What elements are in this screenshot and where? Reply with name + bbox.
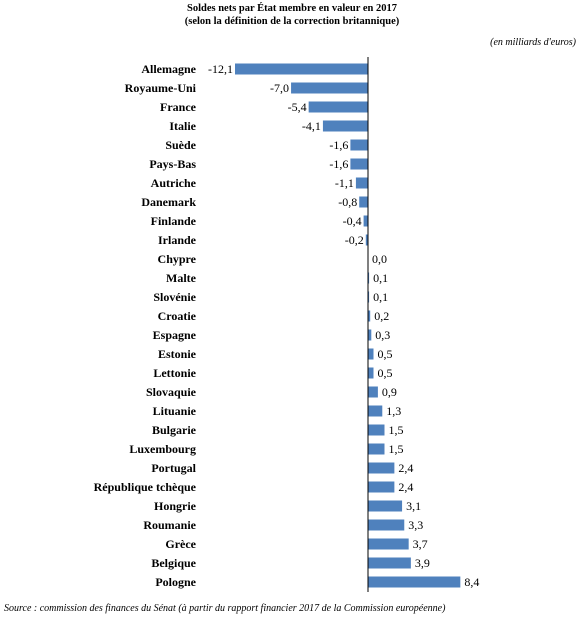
bar-3: [322, 120, 368, 132]
bar-21: [368, 462, 395, 474]
value-label: 1,5: [388, 423, 403, 437]
source-note: Source : commission des finances du Séna…: [4, 603, 446, 614]
category-label: Slovaquie: [146, 385, 197, 399]
value-label: 0,5: [378, 366, 393, 380]
category-label: Lituanie: [153, 404, 197, 418]
value-label: -12,1: [208, 62, 233, 76]
bar-16: [368, 367, 374, 379]
bar-4: [350, 139, 368, 151]
value-label: -5,4: [288, 100, 307, 114]
value-label: 3,1: [406, 499, 421, 513]
value-label: 0,3: [375, 328, 390, 342]
category-label: Danemark: [141, 195, 196, 209]
category-label: Bulgarie: [152, 423, 197, 437]
value-label: 0,1: [373, 290, 388, 304]
value-label: 3,7: [413, 537, 428, 551]
bar-6: [355, 177, 368, 189]
bar-17: [368, 386, 378, 398]
chart-subtitle: (selon la définition de la correction br…: [184, 16, 400, 27]
bar-23: [368, 500, 403, 512]
category-label: Chypre: [158, 252, 197, 266]
category-label: Lettonie: [153, 366, 196, 380]
category-label: Espagne: [153, 328, 197, 342]
bar-26: [368, 557, 411, 569]
category-label: Belgique: [151, 556, 196, 570]
value-label: -1,6: [329, 138, 348, 152]
value-label: 1,3: [386, 404, 401, 418]
category-label: Irlande: [158, 233, 197, 247]
category-label: Portugal: [151, 461, 196, 475]
value-label: 8,4: [464, 575, 479, 589]
category-label: Croatie: [158, 309, 197, 323]
category-label: France: [160, 100, 197, 114]
value-label: 2,4: [398, 461, 413, 475]
category-label: Slovénie: [153, 290, 196, 304]
bar-24: [368, 519, 405, 531]
bar-5: [350, 158, 368, 170]
category-label: Royaume-Uni: [125, 81, 197, 95]
category-label: Finlande: [151, 214, 197, 228]
category-label: Grèce: [165, 537, 196, 551]
bar-25: [368, 538, 409, 550]
category-label: Italie: [169, 119, 196, 133]
value-label: 0,9: [382, 385, 397, 399]
value-label: -4,1: [302, 119, 321, 133]
category-label: Estonie: [158, 347, 197, 361]
category-label: Pologne: [155, 575, 196, 589]
value-label: -0,8: [338, 195, 357, 209]
bar-8: [363, 215, 368, 227]
category-label: Allemagne: [141, 62, 196, 76]
bar-18: [368, 405, 383, 417]
value-label: -0,4: [343, 214, 362, 228]
bar-14: [368, 329, 372, 341]
category-label: Luxembourg: [129, 442, 196, 456]
bar-22: [368, 481, 395, 493]
bar-0: [235, 63, 368, 75]
unit-label: (en milliards d'euros): [490, 37, 576, 48]
value-label: -1,1: [335, 176, 354, 190]
category-label: Autriche: [151, 176, 197, 190]
value-label: -7,0: [270, 81, 289, 95]
value-label: 0,1: [373, 271, 388, 285]
bar-13: [368, 310, 371, 322]
chart-title: Soldes nets par État membre en valeur en…: [187, 3, 397, 14]
category-label: Suède: [165, 138, 196, 152]
category-label: Roumanie: [143, 518, 196, 532]
bar-27: [368, 576, 461, 588]
bar-chart: Allemagne Royaume-Uni France Italie Suède Pay…: [94, 57, 479, 592]
bar-7: [359, 196, 368, 208]
bar-12: [368, 291, 370, 303]
category-label: Malte: [166, 271, 197, 285]
value-label: 0,2: [374, 309, 389, 323]
category-label: Pays-Bas: [149, 157, 196, 171]
value-label: 2,4: [398, 480, 413, 494]
bar-15: [368, 348, 374, 360]
category-label: Hongrie: [154, 499, 197, 513]
value-label: 3,9: [415, 556, 430, 570]
value-label: 0,5: [378, 347, 393, 361]
bar-20: [368, 443, 385, 455]
value-label: -0,2: [345, 233, 364, 247]
value-label: 0,0: [372, 252, 387, 266]
value-label: 1,5: [388, 442, 403, 456]
category-label: République tchèque: [94, 480, 197, 494]
bar-9: [365, 234, 368, 246]
bar-1: [291, 82, 368, 94]
bar-2: [308, 101, 368, 113]
value-label: 3,3: [408, 518, 423, 532]
bar-19: [368, 424, 385, 436]
value-label: -1,6: [329, 157, 348, 171]
bar-11: [368, 272, 370, 284]
